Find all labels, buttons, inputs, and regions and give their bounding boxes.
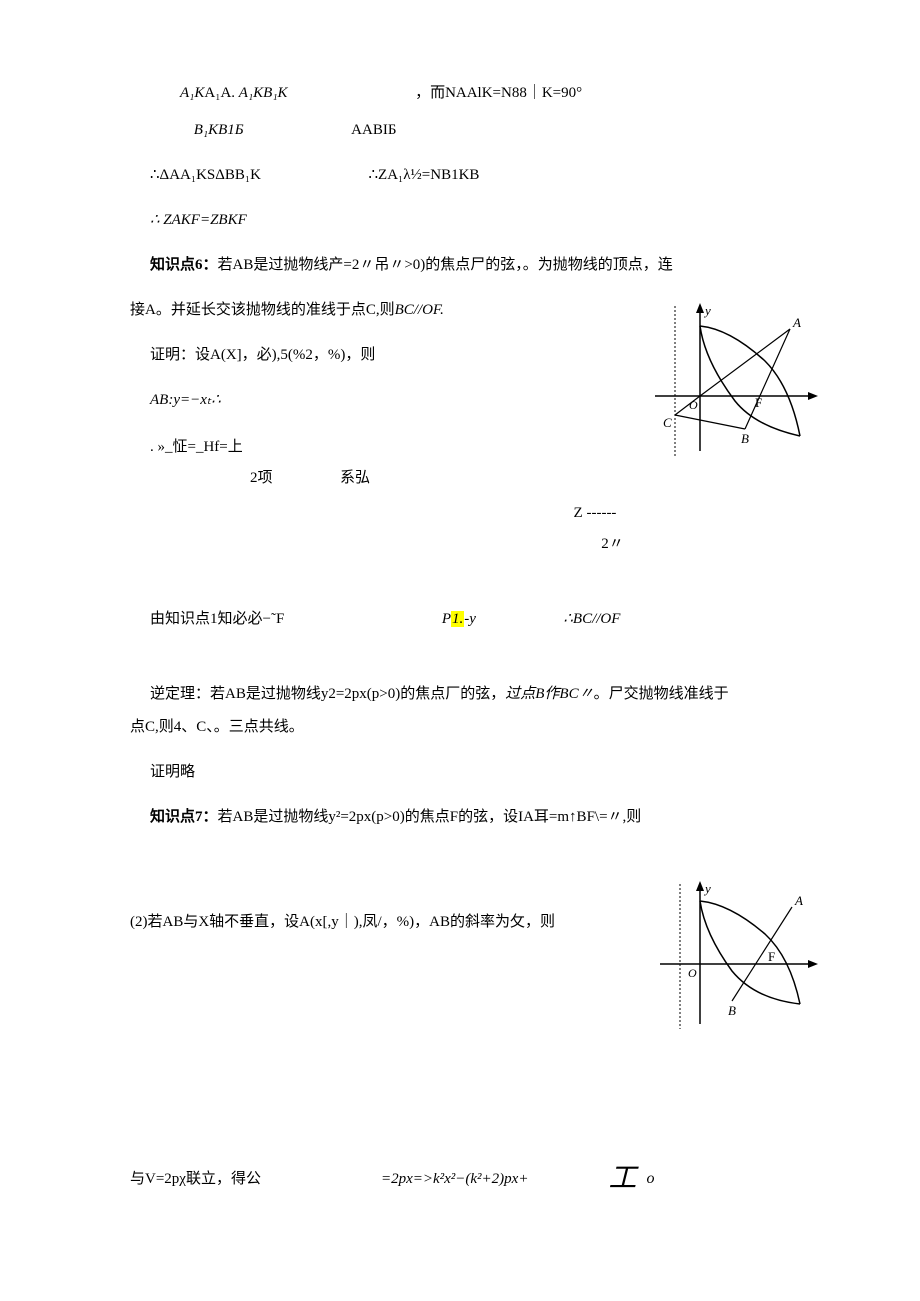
kp6-z-den: 2〃 [130, 531, 840, 558]
kp6-figure: y A O F C B [645, 301, 820, 461]
highlight-frag: 1. [451, 611, 464, 627]
inverse-proof: 证明略 [130, 759, 840, 786]
kp7-figure: y A O F B [650, 879, 820, 1034]
frag: ∴ ZAKF=ZBKF [150, 212, 247, 228]
frag: -y [464, 611, 476, 627]
kp6-line-1: 知识点6：若AB是过抛物线产=2〃吊〃>0)的焦点尸的弦，。为抛物线的顶点，连 [130, 252, 840, 279]
frag: AABIБ [351, 122, 396, 138]
frag: ∴ZA₁λ½=NB1KB [368, 167, 479, 183]
point-label-F: F [768, 949, 775, 964]
point-label-C: C [663, 415, 672, 430]
kp6-row: 接A。并延长交该抛物线的准线于点C,则BC//OF. 证明：设A(X]，必),5… [130, 297, 840, 510]
frag: . »_怔=_Hf=上 [150, 439, 243, 455]
bottom-line: 与V=2pχ联立，得公 =2px=>k²x²−(k²+2)px+ 工 o [130, 1154, 840, 1204]
case2-text: (2)若AB与X轴不垂直，设A(x[,y｜),凤/，%)，AB的斜率为攵，则 [130, 909, 650, 936]
point-label-B: B [741, 431, 749, 446]
frag: Z ------ [574, 505, 617, 521]
point-label-O: O [688, 966, 697, 980]
kp6-body2: 接A。并延长交该抛物线的准线于点C,则 [130, 302, 395, 318]
frag: 点C,则4、C、。三点共线。 [130, 719, 304, 735]
axis-label-y: y [703, 881, 711, 896]
point-label-B: B [728, 1003, 736, 1018]
sim-line-1: A₁KA₁A. A₁KB₁K ，而NAAlK=N88｜K=90° [180, 80, 840, 107]
frag: 由知识点1知必必−˜F [150, 611, 284, 627]
kp7-body: 若AB是过抛物线y²=2px(p>0)的焦点F的弦，设IA耳=m↑BF\=〃,则 [218, 809, 642, 825]
kp6-ab-line: AB:y=−xₜ∴ [130, 387, 645, 414]
kp6-title: 知识点6： [150, 257, 218, 273]
point-label-O: O [689, 398, 698, 412]
frag: 2项 [250, 470, 273, 486]
frag: =2px=>k²x²−(k²+2)px+ [381, 1166, 529, 1193]
document-page: A₁KA₁A. A₁KB₁K ，而NAAlK=N88｜K=90° B₁KB1Б … [0, 0, 920, 1282]
frag: 系弘 [340, 470, 370, 486]
point-label-A: A [792, 315, 801, 330]
kp7-title: 知识点7： [150, 809, 218, 825]
kp6-frac: . »_怔=_Hf=上 [130, 434, 645, 461]
frag: 证明略 [150, 764, 195, 780]
kp7-line: 知识点7：若AB是过抛物线y²=2px(p>0)的焦点F的弦，设IA耳=m↑BF… [130, 804, 840, 831]
sim-line-4: ∴ ZAKF=ZBKF [130, 207, 840, 234]
frag: 证明：设A(X]，必),5(%2，%)，则 [150, 347, 375, 363]
glyph-gong: 工 [608, 1154, 638, 1204]
frag: ∴ΔAA₁KSΔBB₁K [150, 167, 261, 183]
inverse-line-2: 点C,则4、C、。三点共线。 [130, 714, 840, 741]
frag: P [442, 611, 451, 627]
frag: 逆定理：若AB是过抛物线y2=2px(p>0)的焦点厂的弦， [150, 686, 505, 702]
point-label-A: A [794, 893, 803, 908]
frag: ∴BC//OF [563, 611, 620, 627]
frag: A₁KB₁K [239, 85, 288, 101]
kp6-body2-tail: BC//OF. [395, 302, 444, 318]
kp6-frac-den: 2项 系弘 [130, 465, 645, 492]
kp6-line-2: 接A。并延长交该抛物线的准线于点C,则BC//OF. [130, 297, 645, 324]
sim-line-2: B₁KB1Б AABIБ [180, 117, 840, 144]
frag: 与V=2pχ联立，得公 [130, 1166, 261, 1193]
kp6-proof-label: 证明：设A(X]，必),5(%2，%)，则 [130, 342, 645, 369]
frag: AB:y=−xₜ∴ [150, 392, 221, 408]
frag: B₁KB1Б [194, 122, 244, 138]
frag: 2〃 [601, 536, 624, 552]
frag: o [646, 1165, 654, 1194]
inverse-line-1: 逆定理：若AB是过抛物线y2=2px(p>0)的焦点厂的弦，过点B作BC〃。尸交… [130, 681, 840, 708]
frag: A₁K [180, 85, 204, 101]
kp6-conclude: 由知识点1知必必−˜F P1.-y ∴BC//OF [130, 606, 840, 633]
frag: 。尸交抛物线准线于 [594, 686, 729, 702]
frag: ，而NAAlK=N88｜K=90° [415, 85, 582, 101]
sim-line-3: ∴ΔAA₁KSΔBB₁K ∴ZA₁λ½=NB1KB [130, 162, 840, 189]
frag: (2)若AB与X轴不垂直，设A(x[,y｜),凤/，%)，AB的斜率为攵，则 [130, 914, 555, 930]
frag: 过点B作BC〃 [505, 686, 593, 702]
block-similarity: A₁KA₁A. A₁KB₁K ，而NAAlK=N88｜K=90° B₁KB1Б … [130, 80, 840, 144]
frag: A₁A. [204, 85, 238, 101]
axis-label-y: y [703, 303, 711, 318]
kp6-body1: 若AB是过抛物线产=2〃吊〃>0)的焦点尸的弦，。为抛物线的顶点，连 [218, 257, 673, 273]
case2-row: (2)若AB与X轴不垂直，设A(x[,y｜),凤/，%)，AB的斜率为攵，则 y… [130, 879, 840, 1034]
point-label-F: F [755, 395, 762, 410]
